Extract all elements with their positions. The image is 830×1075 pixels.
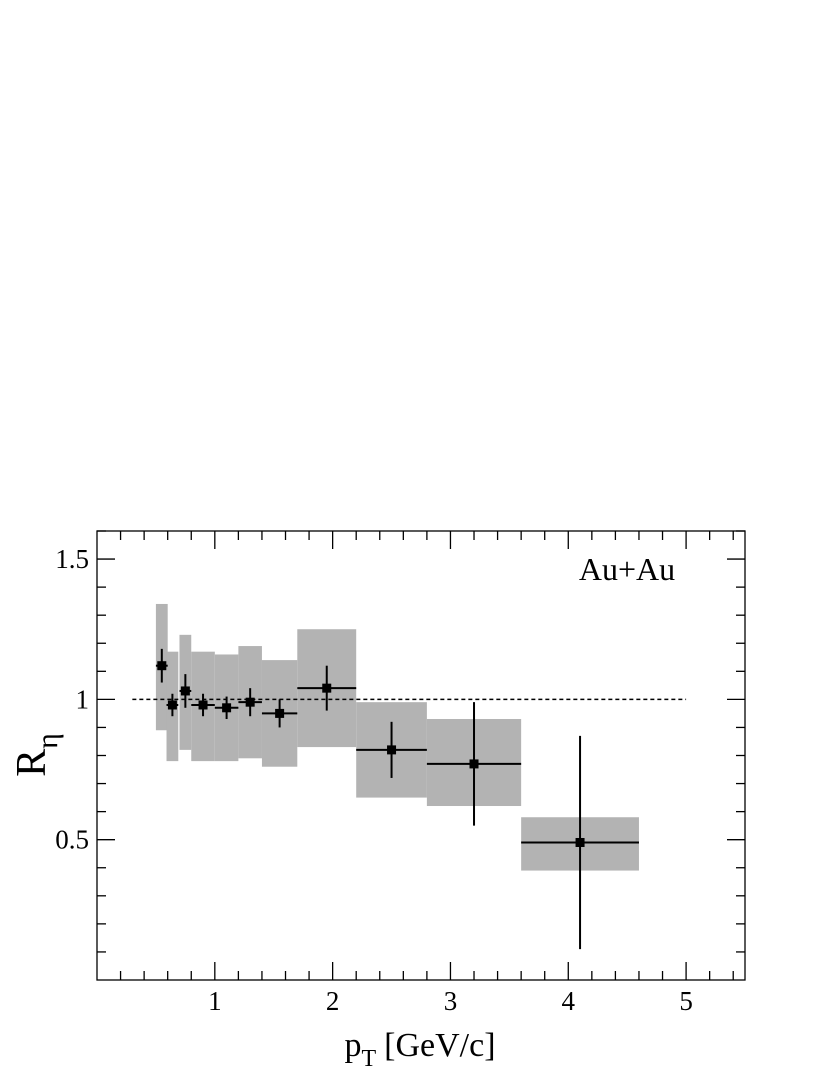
y-axis-label: Rη bbox=[9, 733, 64, 777]
marker bbox=[157, 661, 167, 671]
y-tick-label: 1 bbox=[76, 684, 90, 714]
marker bbox=[198, 700, 208, 710]
marker bbox=[387, 745, 397, 755]
marker bbox=[322, 683, 332, 693]
x-tick-label: 2 bbox=[326, 986, 340, 1016]
y-tick-label: 0.5 bbox=[55, 825, 89, 855]
marker bbox=[180, 686, 190, 696]
marker bbox=[469, 759, 479, 769]
x-tick-label: 5 bbox=[679, 986, 693, 1016]
y-label-main: R bbox=[9, 749, 55, 777]
marker bbox=[275, 708, 285, 718]
marker bbox=[222, 703, 232, 713]
x-tick-label: 3 bbox=[444, 986, 458, 1016]
x-axis-label: pT [GeV/c] bbox=[344, 1027, 495, 1072]
y-tick-label: 1.5 bbox=[55, 544, 89, 574]
marker bbox=[575, 837, 585, 847]
x-label-sub: T bbox=[361, 1046, 376, 1072]
marker bbox=[245, 697, 255, 707]
marker bbox=[167, 700, 177, 710]
x-tick-label: 4 bbox=[562, 986, 576, 1016]
x-label-main: p bbox=[344, 1027, 361, 1064]
annotation: Au+Au bbox=[579, 551, 675, 587]
y-label-sub: η bbox=[31, 733, 64, 749]
x-label-unit: [GeV/c] bbox=[384, 1027, 495, 1064]
x-tick-label: 1 bbox=[208, 986, 222, 1016]
